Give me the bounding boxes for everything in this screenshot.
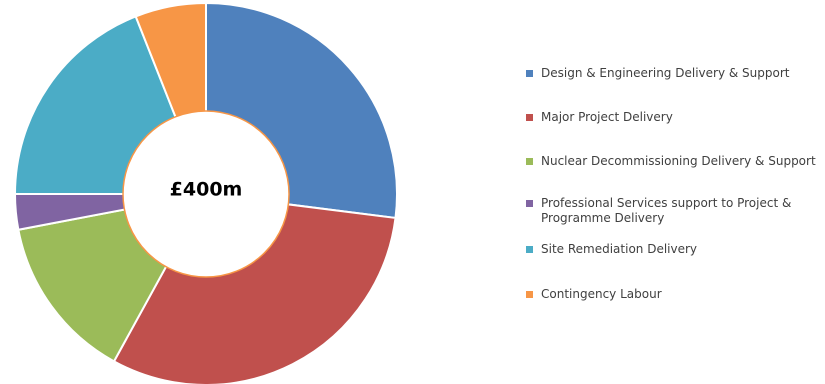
legend-item-1: Major Project Delivery: [526, 110, 673, 125]
legend-swatch-5: [526, 291, 533, 298]
donut-hole: [122, 110, 290, 278]
legend-swatch-4: [526, 246, 533, 253]
legend-label-4: Site Remediation Delivery: [541, 242, 698, 256]
legend-item-2: Nuclear Decommissioning Delivery & Suppo…: [526, 154, 816, 169]
legend-swatch-1: [526, 114, 533, 121]
legend-swatch-0: [526, 70, 533, 77]
legend-swatch-3: [526, 200, 533, 207]
legend-label-1: Major Project Delivery: [541, 110, 673, 124]
legend-label-3: Professional Services support to Project…: [541, 196, 792, 225]
legend-item-4: Site Remediation Delivery: [526, 242, 697, 257]
center-total-label: £400m: [170, 179, 243, 201]
legend-item-0: Design & Engineering Delivery & Support: [526, 66, 789, 81]
legend-label-5: Contingency Labour: [541, 287, 662, 301]
legend-label-0: Design & Engineering Delivery & Support: [541, 66, 790, 80]
legend-label-2: Nuclear Decommissioning Delivery & Suppo…: [541, 154, 816, 168]
legend-item-5: Contingency Labour: [526, 287, 662, 302]
legend-item-3: Professional Services support to Project…: [526, 196, 821, 226]
legend-swatch-2: [526, 158, 533, 165]
